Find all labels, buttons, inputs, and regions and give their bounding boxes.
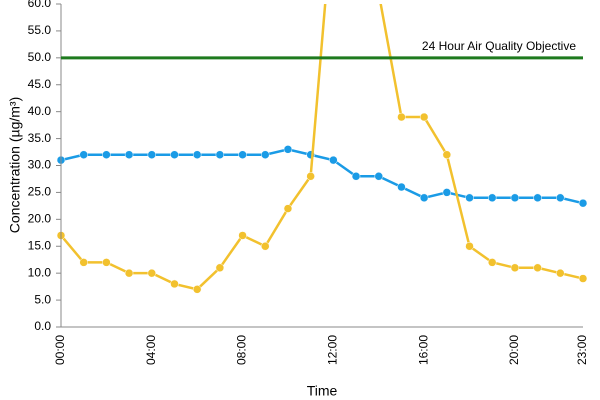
data-point xyxy=(556,268,565,278)
data-point xyxy=(329,155,338,165)
plot-area xyxy=(56,4,588,294)
data-point xyxy=(419,112,429,122)
y-axis-title: Concentration (µg/m³) xyxy=(7,97,23,233)
data-point xyxy=(102,258,111,267)
data-point xyxy=(397,112,406,122)
data-point xyxy=(147,150,157,159)
data-point xyxy=(442,188,452,197)
data-point xyxy=(124,268,134,278)
data-point xyxy=(215,150,225,159)
data-point xyxy=(192,150,202,159)
data-point xyxy=(419,193,429,203)
x-tick-label: 16:00 xyxy=(416,335,430,365)
data-point xyxy=(465,193,474,203)
y-tick-label: 10.0 xyxy=(28,265,52,279)
data-point xyxy=(306,172,315,181)
threshold-label: 24 Hour Air Quality Objective xyxy=(422,39,576,53)
data-point xyxy=(351,172,361,181)
data-point xyxy=(556,193,565,203)
data-point xyxy=(102,150,111,159)
data-point xyxy=(487,193,497,203)
y-tick-label: 15.0 xyxy=(28,238,52,252)
x-tick-label: 23:00 xyxy=(575,335,589,365)
data-point xyxy=(533,263,542,273)
data-point xyxy=(578,198,588,208)
x-tick-label: 20:00 xyxy=(507,335,521,365)
y-tick-label: 30.0 xyxy=(28,158,52,172)
y-tick-label: 40.0 xyxy=(28,104,52,118)
y-tick-label: 50.0 xyxy=(28,50,52,64)
data-point xyxy=(442,150,452,159)
data-point xyxy=(170,150,179,159)
data-point xyxy=(465,242,474,251)
data-point xyxy=(192,285,202,294)
data-point xyxy=(170,279,179,289)
series-line xyxy=(60,148,584,205)
x-tick-label: 12:00 xyxy=(326,335,340,365)
data-point xyxy=(510,193,520,203)
y-tick-label: 35.0 xyxy=(28,131,52,145)
x-tick-label: 08:00 xyxy=(235,335,249,365)
data-point xyxy=(238,150,247,159)
data-point xyxy=(533,193,542,203)
data-point xyxy=(510,263,520,273)
y-tick-label: 20.0 xyxy=(28,212,52,226)
y-tick-label: 25.0 xyxy=(28,185,52,199)
y-tick-label: 45.0 xyxy=(28,77,52,91)
data-point xyxy=(374,172,383,181)
data-point xyxy=(215,263,225,273)
data-point xyxy=(124,150,134,159)
data-point xyxy=(261,150,270,159)
y-tick-label: 60.0 xyxy=(28,0,52,10)
data-point xyxy=(238,231,247,240)
y-tick-label: 5.0 xyxy=(34,292,51,306)
data-point xyxy=(79,150,88,159)
data-point xyxy=(283,204,293,213)
data-point xyxy=(397,182,406,192)
data-point xyxy=(147,268,157,278)
data-point xyxy=(578,274,588,283)
data-point xyxy=(79,258,88,267)
data-point xyxy=(261,242,270,251)
data-point xyxy=(487,258,497,267)
x-tick-label: 00:00 xyxy=(53,335,67,365)
y-tick-label: 0.0 xyxy=(34,319,51,333)
data-point xyxy=(283,145,293,154)
y-tick-label: 55.0 xyxy=(28,23,52,37)
x-axis-title: Time xyxy=(307,383,338,399)
x-tick-label: 04:00 xyxy=(144,335,158,365)
